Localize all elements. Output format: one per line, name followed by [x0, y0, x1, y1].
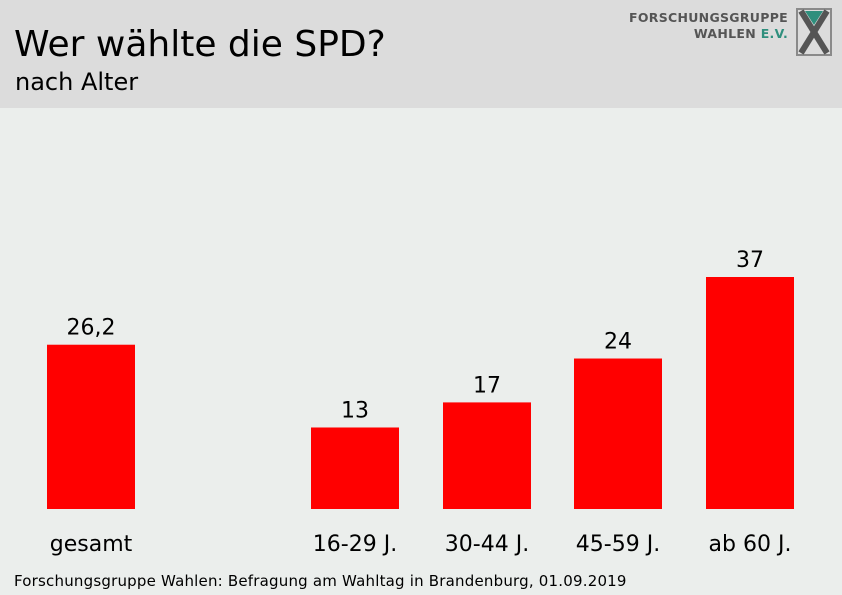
- logo-line-1: FORSCHUNGSGRUPPE: [629, 10, 788, 25]
- logo-line-2-accent: E.V.: [760, 26, 788, 41]
- value-label-2: 13: [341, 398, 369, 423]
- category-label-3: 30-44 J.: [445, 532, 529, 557]
- logo-line-2: WAHLEN E.V.: [629, 26, 788, 42]
- chart-title: Wer wählte die SPD?: [14, 24, 386, 65]
- category-label-2: 16-29 J.: [313, 532, 397, 557]
- bar-3: [443, 402, 531, 509]
- value-label-4: 24: [604, 330, 632, 355]
- bar-5: [706, 277, 794, 509]
- chart-subtitle: nach Alter: [15, 68, 139, 96]
- logo-line-2-main: WAHLEN: [693, 26, 757, 41]
- category-label-5: ab 60 J.: [709, 532, 792, 557]
- value-label-3: 17: [473, 373, 501, 398]
- bar-chart: 26,2 gesamt 13 16-29 J. 17 30-44 J. 24 45-59 J.…: [47, 248, 794, 557]
- logo-wordmark: FORSCHUNGSGRUPPE WAHLEN E.V.: [629, 10, 788, 42]
- bar-4: [574, 358, 662, 509]
- bar-1: [47, 344, 135, 509]
- value-label-1: 26,2: [67, 316, 116, 341]
- category-label-1: gesamt: [50, 532, 133, 557]
- source-note: Forschungsgruppe Wahlen: Befragung am Wa…: [14, 572, 627, 590]
- category-label-4: 45-59 J.: [576, 532, 660, 557]
- header-bar: Wer wählte die SPD? nach Alter FORSCHUNG…: [0, 0, 842, 108]
- bar-2: [311, 427, 399, 509]
- value-label-5: 37: [736, 248, 764, 273]
- fgw-x-logo-icon: [796, 8, 832, 56]
